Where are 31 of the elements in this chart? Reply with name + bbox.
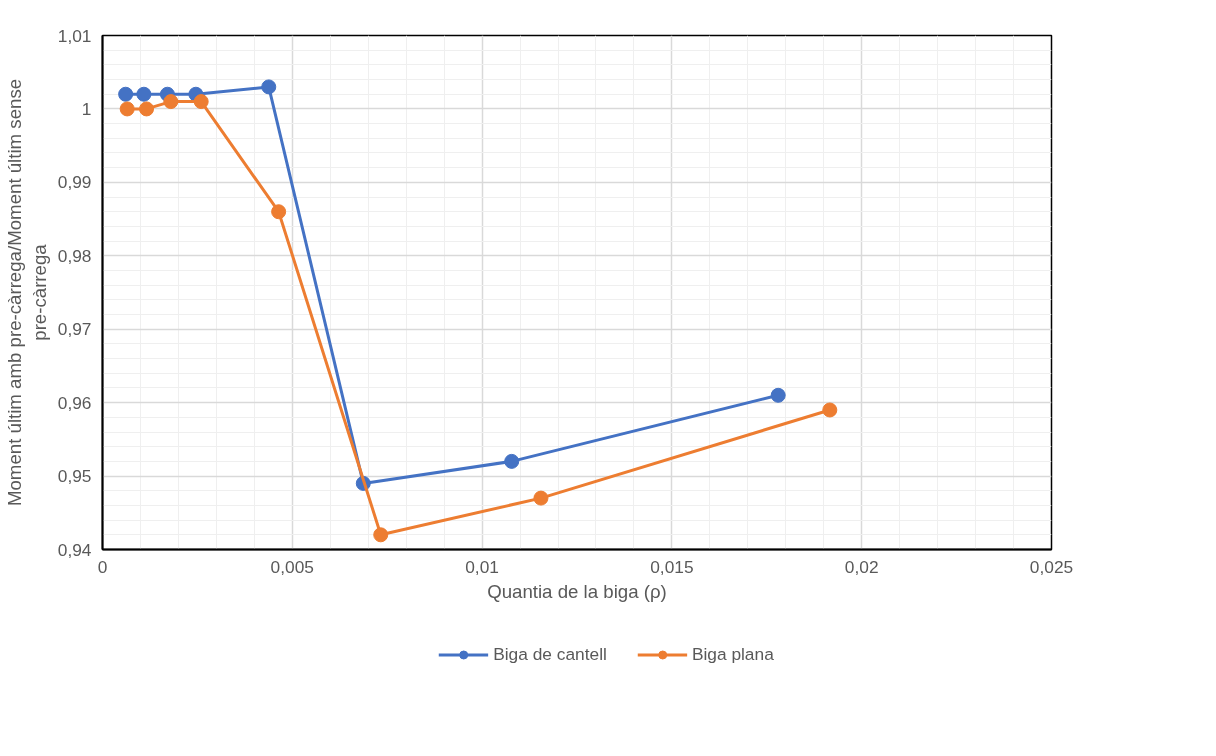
point: [504, 453, 520, 469]
point: [136, 86, 152, 102]
x-tick-label: 0,02: [844, 556, 879, 577]
y-tick-label: 0,97: [57, 319, 92, 340]
point: [822, 402, 838, 418]
x-tick-label: 0,01: [465, 556, 499, 577]
legend-label: Biga de cantell: [493, 643, 607, 665]
point: [533, 490, 549, 506]
y-tick-label: 0,94: [57, 539, 92, 560]
x-tick-label: 0,005: [270, 556, 314, 577]
point: [139, 101, 155, 117]
y-tick-label: 1: [81, 98, 92, 119]
x-axis-title: Quantia de la biga (ρ): [487, 580, 667, 602]
y-tick-label: 0,99: [57, 172, 92, 193]
x-tick-label: 0,025: [1029, 556, 1074, 577]
point: [118, 86, 134, 102]
y-tick-label: 1,01: [57, 25, 92, 46]
y-tick-label: 0,96: [57, 392, 92, 413]
y-axis-title: Moment últim amb pre-càrrega/Moment últim sense pre-càrrega: [3, 78, 50, 507]
point: [770, 387, 786, 403]
x-tick-label: 0,015: [650, 556, 694, 577]
point: [163, 94, 179, 110]
point: [271, 204, 287, 220]
y-tick-label: 0,98: [57, 245, 92, 266]
point: [119, 101, 135, 117]
point: [261, 79, 277, 95]
point: [373, 527, 389, 543]
point: [193, 94, 209, 110]
legend-label: Biga plana: [691, 643, 774, 665]
x-tick-label: 0: [97, 556, 108, 577]
y-tick-label: 0,95: [57, 466, 92, 487]
